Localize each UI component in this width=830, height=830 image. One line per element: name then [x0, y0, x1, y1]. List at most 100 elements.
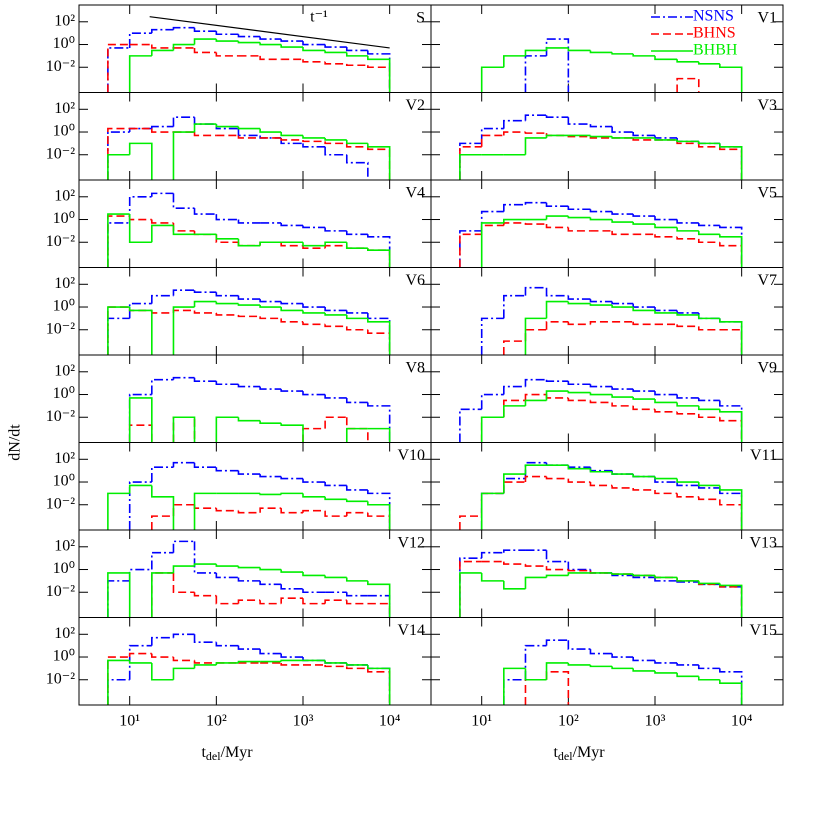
histogram-step [676, 662, 699, 666]
histogram-step [367, 501, 391, 530]
histogram-step [480, 572, 504, 582]
histogram-step [589, 50, 613, 54]
histogram-step [545, 476, 569, 480]
histogram-step [524, 564, 547, 567]
histogram-step [259, 316, 282, 320]
histogram-step [654, 476, 678, 480]
histogram-step [237, 599, 261, 604]
histogram-step [345, 154, 369, 180]
histogram-step [719, 583, 743, 618]
y-tick-label: 10⁰ [53, 123, 75, 140]
histogram-step [345, 230, 368, 236]
histogram-step [719, 318, 743, 355]
panel-frame [430, 267, 784, 356]
histogram-step [324, 324, 347, 328]
histogram-step [128, 568, 152, 581]
histogram-step [215, 467, 239, 472]
histogram-step [459, 230, 482, 268]
histogram-step [367, 248, 391, 268]
x-axis-label-sub: del [206, 749, 221, 763]
histogram-step [107, 153, 130, 180]
histogram-step [193, 377, 217, 382]
histogram-step [151, 219, 174, 224]
histogram-step [280, 492, 304, 495]
histogram-step [280, 597, 304, 604]
histogram-step [719, 234, 743, 268]
histogram-step [280, 137, 304, 141]
histogram-step [545, 300, 569, 319]
y-tick-label: 10⁻² [46, 320, 75, 337]
histogram-step [611, 211, 634, 215]
histogram-step [719, 400, 743, 443]
histogram-step [459, 153, 482, 180]
panel-frame [430, 354, 784, 443]
histogram-step [503, 399, 526, 418]
histogram-step [345, 242, 368, 249]
histogram-step [367, 664, 391, 705]
histogram-step [280, 584, 304, 590]
panel-label: V14 [397, 622, 425, 639]
panel: 10¹ 10² 10³ 10⁴ 10² 10⁰ 10⁻² V14 tdel/Myr [46, 617, 432, 763]
histogram-step [324, 496, 347, 501]
panel-frame [78, 179, 432, 268]
histogram-step [345, 47, 368, 52]
panel-frame [430, 442, 784, 531]
panel: V3 [430, 92, 784, 181]
histogram-step [367, 329, 391, 355]
x-tick-label: 10³ [645, 713, 666, 730]
histogram-step [697, 222, 720, 227]
histogram-step [459, 560, 482, 618]
histogram-step [151, 44, 174, 49]
histogram-step [302, 135, 326, 139]
histogram-step [107, 47, 130, 93]
histogram-step [302, 59, 326, 63]
histogram-step [503, 580, 526, 590]
panel: 10² 10⁰ 10⁻² V12 [46, 529, 432, 618]
histogram-step [193, 132, 217, 137]
histogram-step [324, 146, 347, 156]
histogram-step [459, 515, 482, 530]
histogram-step [345, 485, 368, 491]
histogram-step [151, 636, 174, 646]
histogram-step [215, 564, 239, 567]
histogram-step [503, 222, 526, 226]
histogram-step [524, 464, 547, 475]
histogram-step [193, 634, 217, 644]
histogram-step [302, 242, 326, 247]
histogram-step [324, 394, 347, 399]
histogram-step [128, 142, 153, 180]
histogram-step [193, 123, 217, 133]
y-tick-label: 10⁰ [53, 385, 75, 402]
histogram-step [480, 210, 504, 231]
panel-label: V8 [405, 360, 425, 377]
histogram-step [632, 307, 656, 312]
histogram-step [480, 492, 504, 530]
histogram-step [459, 142, 482, 180]
histogram-step [151, 128, 174, 133]
histogram-step [107, 306, 130, 355]
histogram-step [237, 135, 261, 139]
histogram-step [589, 468, 613, 473]
y-tick-label: 10² [54, 362, 75, 379]
histogram-step [367, 318, 391, 355]
histogram-step [215, 312, 239, 316]
histogram-step [589, 467, 613, 472]
histogram-step [324, 307, 347, 312]
x-axis-label-base: t [553, 744, 558, 761]
histogram-step [503, 405, 526, 418]
histogram-step [324, 482, 347, 487]
histogram-step [654, 216, 678, 221]
histogram-step [367, 146, 391, 180]
histogram-step [237, 34, 261, 38]
histogram-step [302, 493, 326, 498]
histogram-step [215, 124, 239, 128]
histogram-step [545, 134, 569, 138]
histogram-step [302, 572, 326, 577]
histogram-step [654, 391, 678, 396]
histogram-step [367, 512, 391, 530]
histogram-step [632, 132, 656, 137]
histogram-step [107, 306, 130, 355]
x-tick-label: 10¹ [119, 713, 140, 730]
histogram-step [611, 52, 634, 55]
